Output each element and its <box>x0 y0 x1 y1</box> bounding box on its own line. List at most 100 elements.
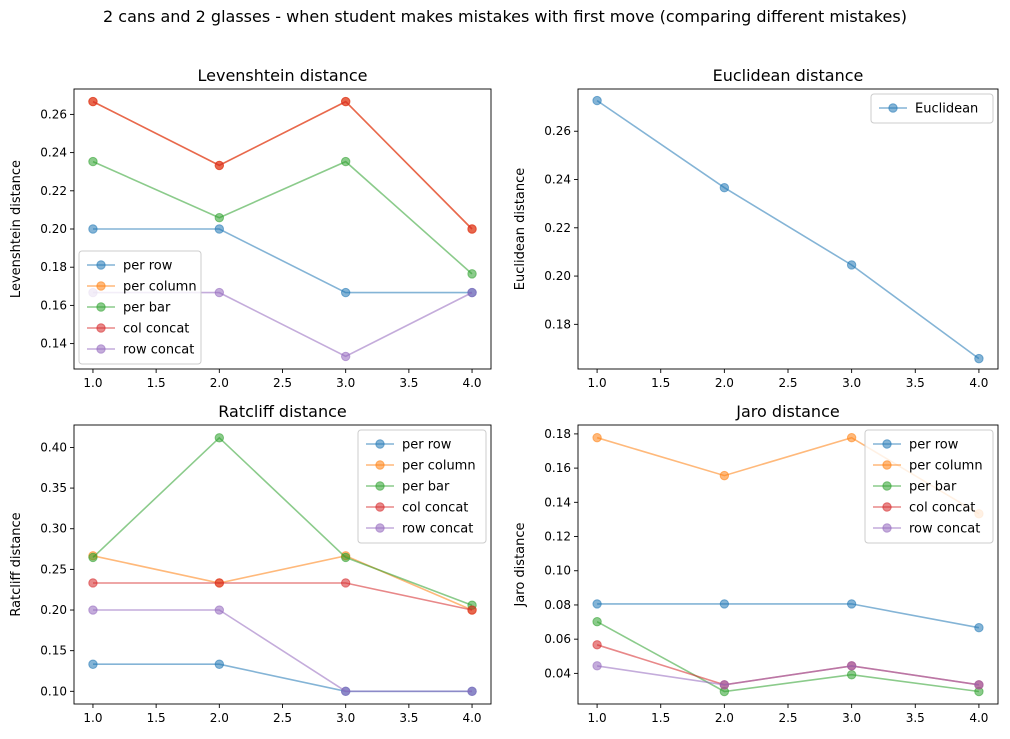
data-point <box>974 680 984 690</box>
data-point <box>719 680 730 690</box>
x-tick-label: 3.5 <box>399 711 418 725</box>
x-tick-label: 2.0 <box>715 376 734 390</box>
legend-label: per bar <box>402 480 450 495</box>
series-line <box>596 620 980 693</box>
x-tick-label: 1.5 <box>147 711 166 725</box>
chart-title: Euclidean distance <box>713 66 864 85</box>
data-point <box>88 96 98 107</box>
data-point <box>846 432 857 443</box>
x-tick-label: 3.5 <box>399 376 418 390</box>
data-point <box>214 213 225 223</box>
legend-label: col concat <box>402 501 468 516</box>
y-tick-label: 0.16 <box>544 461 571 475</box>
series-line <box>93 582 473 611</box>
series-line <box>93 228 472 294</box>
legend-label: Euclidean <box>915 102 978 117</box>
y-tick-label: 0.24 <box>40 146 67 160</box>
data-point <box>467 269 477 279</box>
x-tick-label: 1.0 <box>588 711 607 725</box>
legend-swatch-marker <box>96 344 106 354</box>
legend-swatch-marker <box>96 302 106 312</box>
legend-box <box>357 429 487 544</box>
legend-swatch-marker <box>375 460 385 470</box>
y-tick-label: 0.16 <box>40 298 67 312</box>
y-axis-label: Levenshtein distance <box>9 160 24 298</box>
x-tick-label: 2.5 <box>778 711 797 725</box>
x-tick-label: 1.5 <box>651 376 670 390</box>
y-tick-label: 0.04 <box>544 666 571 680</box>
y-tick-label: 0.18 <box>40 260 67 274</box>
data-point <box>88 224 98 234</box>
legend-swatch-marker <box>882 481 892 491</box>
figure-title: 2 cans and 2 glasses - when student make… <box>103 7 907 26</box>
data-point <box>340 287 351 298</box>
y-tick-label: 0.06 <box>544 632 571 646</box>
legend-label: per row <box>402 438 452 453</box>
data-point <box>467 605 477 615</box>
legend-swatch-marker <box>375 481 385 491</box>
series-line <box>596 665 980 686</box>
x-tick-label: 3.0 <box>842 711 861 725</box>
series-line <box>596 99 980 360</box>
data-point <box>592 432 602 443</box>
legend-label: col concat <box>909 501 975 516</box>
x-tick-label: 1.5 <box>147 376 166 390</box>
legend: per row per column per bar col concat row co… <box>357 429 487 544</box>
x-tick-label: 2.0 <box>715 711 734 725</box>
data-point <box>214 160 225 171</box>
y-tick-label: 0.14 <box>40 337 67 351</box>
x-tick-label: 2.5 <box>778 376 797 390</box>
y-tick-label: 0.14 <box>544 495 571 509</box>
x-tick-label: 4.0 <box>969 376 988 390</box>
data-point <box>974 623 984 633</box>
x-tick-label: 1.0 <box>83 376 102 390</box>
legend-label: per row <box>909 438 959 453</box>
legend-label: per bar <box>909 480 957 495</box>
legend-label: row concat <box>402 522 473 537</box>
data-point <box>467 686 477 697</box>
legend-label: col concat <box>123 322 189 337</box>
legend-box <box>870 93 994 124</box>
legend-label: per column <box>402 459 476 474</box>
data-point <box>88 578 98 588</box>
legend: per row per column per bar col concat row co… <box>78 250 202 365</box>
data-point <box>846 260 857 270</box>
data-point <box>719 599 730 609</box>
euclidean-chart: Euclidean distance Euclidean distance 1.0 1… <box>513 66 999 390</box>
data-point <box>340 351 351 362</box>
data-point <box>340 96 351 107</box>
legend-swatch-marker <box>375 502 385 512</box>
data-point <box>88 552 98 563</box>
x-tick-label: 4.0 <box>462 376 481 390</box>
legend-swatch-marker <box>375 439 385 449</box>
data-point <box>88 605 98 615</box>
legend-label: row concat <box>123 343 194 358</box>
legend-label: per column <box>123 280 197 295</box>
jaro-chart: Jaro distance Jaro distance 1.0 1.5 2.0 2.5 3.… <box>513 402 999 725</box>
legend-box <box>864 429 994 544</box>
data-point <box>592 617 602 627</box>
x-tick-label: 3.0 <box>336 376 355 390</box>
legend: per row per column per bar col concat row co… <box>864 429 994 544</box>
x-tick-label: 2.0 <box>210 711 229 725</box>
legend-swatch-marker <box>882 502 892 512</box>
data-point <box>340 156 351 167</box>
y-tick-label: 0.25 <box>40 562 67 576</box>
data-point <box>467 287 477 298</box>
y-tick-label: 0.24 <box>544 173 571 187</box>
data-point <box>340 552 351 563</box>
data-point <box>88 156 98 167</box>
x-tick-label: 1.5 <box>651 711 670 725</box>
data-point <box>719 183 730 193</box>
legend-swatch-marker <box>888 103 898 113</box>
data-point <box>467 224 477 234</box>
series-line <box>597 603 980 629</box>
y-tick-label: 0.22 <box>544 221 571 235</box>
series-line <box>93 663 472 693</box>
legend-label: row concat <box>909 522 980 537</box>
y-tick-label: 0.10 <box>544 564 571 578</box>
y-tick-label: 0.18 <box>544 317 571 331</box>
x-tick-label: 3.0 <box>336 711 355 725</box>
